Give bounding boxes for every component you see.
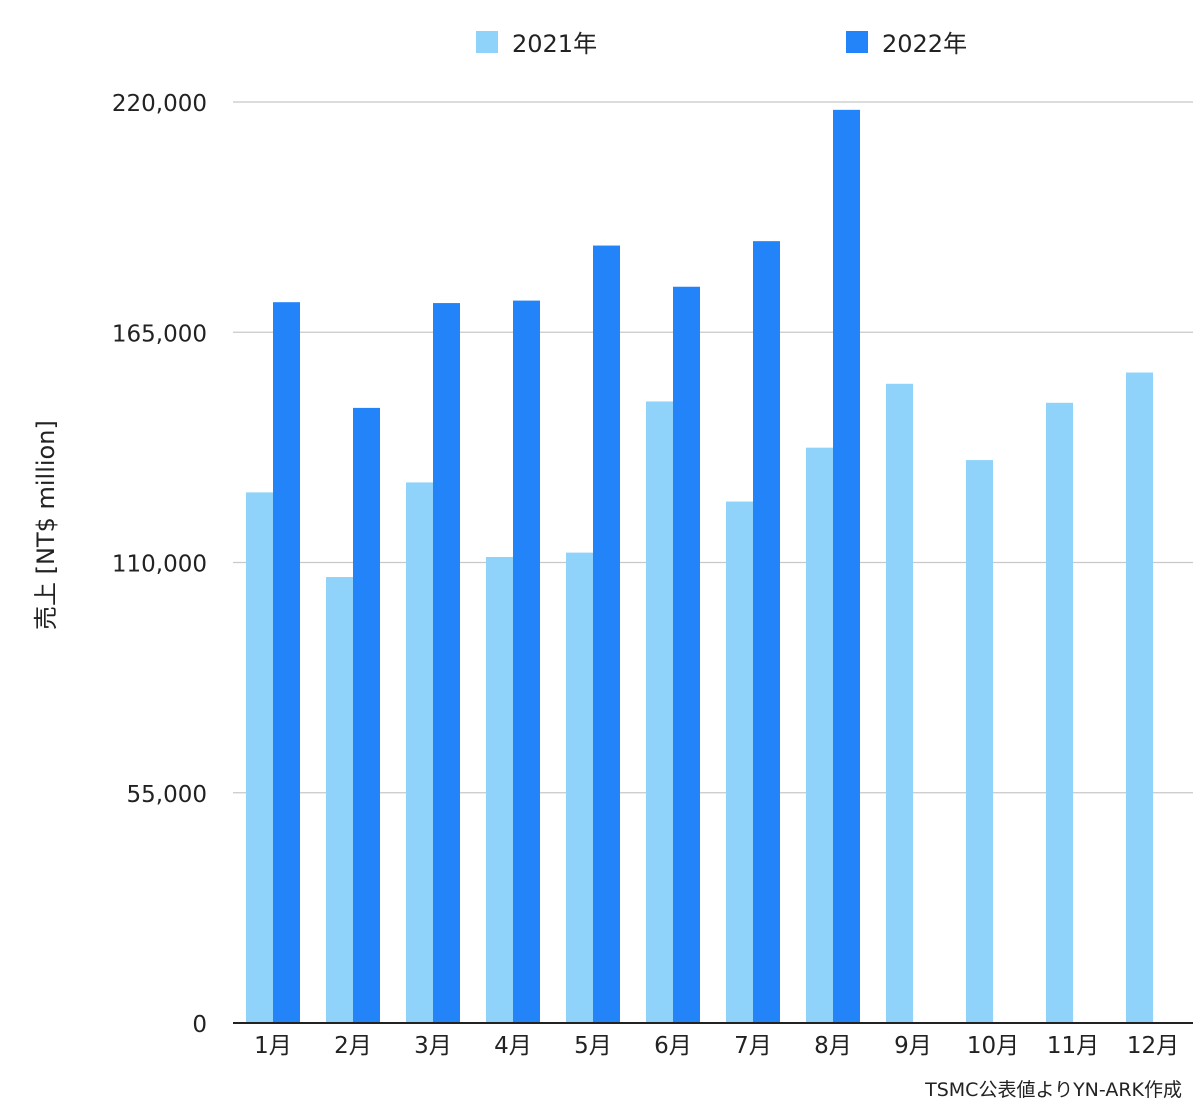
bar xyxy=(273,302,300,1023)
bar xyxy=(593,245,620,1023)
bar xyxy=(673,286,700,1023)
x-tick-label: 7月 xyxy=(734,1033,772,1059)
bar xyxy=(486,556,513,1023)
bar xyxy=(886,383,913,1023)
x-tick-label: 10月 xyxy=(967,1033,1019,1059)
y-tick-label: 220,000 xyxy=(112,91,207,117)
bar xyxy=(566,552,593,1023)
legend-label-2021: 2021年 xyxy=(512,30,598,58)
bar xyxy=(806,447,833,1023)
bar xyxy=(646,401,673,1024)
bar xyxy=(753,241,780,1023)
x-tick-label: 2月 xyxy=(334,1033,372,1059)
x-tick-label: 9月 xyxy=(894,1033,932,1059)
legend-swatch-2022 xyxy=(846,30,868,53)
x-tick-label: 11月 xyxy=(1047,1033,1099,1059)
bar xyxy=(326,577,353,1023)
legend-item-2021: 2021年 xyxy=(476,24,597,59)
x-tick-label: 6月 xyxy=(654,1033,692,1059)
bar xyxy=(833,109,860,1024)
x-tick-label: 1月 xyxy=(254,1033,292,1059)
source-note: TSMC公表値よりYN-ARK作成 xyxy=(925,1079,1182,1101)
x-tick-label: 3月 xyxy=(414,1033,452,1059)
bar xyxy=(406,482,433,1023)
x-tick-label: 8月 xyxy=(814,1033,852,1059)
legend-swatch-2021 xyxy=(476,30,498,53)
y-tick-label: 165,000 xyxy=(112,321,207,347)
bar xyxy=(726,501,753,1024)
bar xyxy=(966,460,993,1023)
bar xyxy=(1126,372,1153,1023)
legend-label-2022: 2022年 xyxy=(882,30,968,58)
bar xyxy=(246,492,273,1023)
bar xyxy=(1046,402,1073,1023)
x-tick-label: 12月 xyxy=(1127,1033,1179,1059)
bar xyxy=(353,407,380,1023)
x-tick-label: 5月 xyxy=(574,1033,612,1059)
y-tick-label: 55,000 xyxy=(127,782,207,808)
bar xyxy=(513,300,540,1024)
legend-item-2022: 2022年 xyxy=(846,24,967,59)
y-tick-label: 110,000 xyxy=(112,552,207,578)
y-tick-label: 0 xyxy=(192,1012,207,1038)
x-tick-label: 4月 xyxy=(494,1033,532,1059)
bar xyxy=(433,303,460,1023)
